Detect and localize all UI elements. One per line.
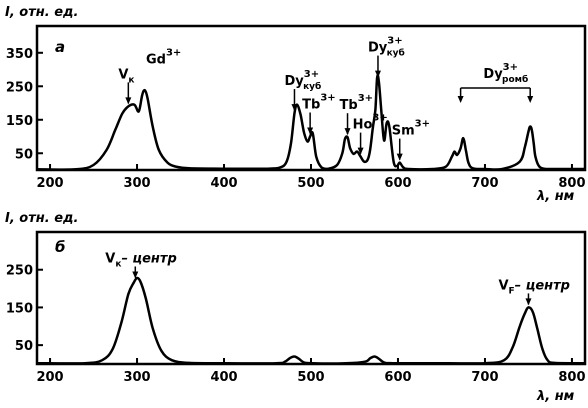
panel-a-x-tick-label: 200 xyxy=(36,176,63,191)
panel-a-y-tick-label: 250 xyxy=(6,80,33,95)
panel-b-x-tick-label: 700 xyxy=(471,370,498,385)
panel-a-y-tick-label: 350 xyxy=(6,47,33,62)
panel-a-peak-label: Ho3+ xyxy=(353,113,388,133)
panel-b-x-tick-label: 300 xyxy=(123,370,150,385)
panel-a-xlabel: λ, нм xyxy=(536,189,575,204)
panel-b-y-tick-label: 50 xyxy=(15,339,33,354)
bracket-right-arrow xyxy=(527,96,534,103)
arrow-head xyxy=(525,298,532,306)
panel-b-chart: I, отн. ед. б 50 150 250 200 300 400 500 600 70… xyxy=(5,211,587,404)
panel-a-peak-label: Sm3+ xyxy=(392,119,430,139)
panel-a-x-tick-label: 300 xyxy=(123,176,150,191)
panel-a-x-ticks: 200 300 400 500 600 700 800 xyxy=(36,164,586,191)
panel-b-x-tick-label: 400 xyxy=(210,370,237,385)
panel-a-chart: I, отн. ед. а 50 150 250 350 200 300 400 500 60… xyxy=(5,5,587,204)
arrow-head xyxy=(396,153,403,161)
panel-a-x-tick-label: 800 xyxy=(558,176,585,191)
panel-b-ylabel: I, отн. ед. xyxy=(5,211,78,226)
arrow-head xyxy=(344,128,351,136)
panel-a-peak-label: Dy3+ куб xyxy=(284,69,321,92)
panel-a-spectrum-line xyxy=(36,74,586,171)
panel-b-xlabel: λ, нм xyxy=(536,389,575,404)
bracket-left-arrow xyxy=(457,96,464,103)
panel-a-y-ticks: 50 150 250 350 xyxy=(6,47,43,162)
panel-b-x-tick-label: 600 xyxy=(384,370,411,385)
panel-a-peak-label: Tb3+ xyxy=(340,93,374,113)
panel-a-label: а xyxy=(55,38,65,56)
arrow-head xyxy=(291,104,298,112)
panel-b-x-tick-label: 500 xyxy=(297,370,324,385)
panel-a-peak-label: Dy3+ куб xyxy=(368,36,405,59)
panel-b-y-tick-label: 150 xyxy=(6,301,33,316)
panel-b-annotations: Vк– центр VF– центр xyxy=(105,251,570,306)
panel-b-peak-label: Vк– центр xyxy=(105,251,176,269)
panel-a-peak-label: Dy3+ ромб xyxy=(483,62,528,85)
panel-a-peak-label: Tb3+ xyxy=(302,93,336,113)
panel-a-x-tick-label: 400 xyxy=(210,176,237,191)
panel-b-x-tick-label: 800 xyxy=(558,370,585,385)
panel-a-x-tick-label: 700 xyxy=(471,176,498,191)
arrow-head xyxy=(125,97,132,105)
arrow-head xyxy=(357,147,364,155)
arrow-head xyxy=(307,127,314,135)
panel-b-x-tick-label: 200 xyxy=(36,370,63,385)
panel-b-label: б xyxy=(55,238,65,256)
panel-a-x-tick-label: 500 xyxy=(297,176,324,191)
panel-a-peak-label: Gd3+ xyxy=(146,48,181,68)
panel-b-spectrum-line xyxy=(36,276,586,365)
arrow-head xyxy=(374,70,381,78)
panel-a-y-tick-label: 50 xyxy=(15,147,33,162)
panel-a-x-tick-label: 600 xyxy=(384,176,411,191)
panel-b-peak-label: VF– центр xyxy=(498,278,570,296)
panel-b-frame xyxy=(35,230,587,366)
panel-b-y-ticks: 50 150 250 xyxy=(6,264,43,354)
panel-a-peak-label: Vк xyxy=(118,67,134,85)
panel-b-y-tick-label: 250 xyxy=(6,264,33,279)
panel-a-y-tick-label: 150 xyxy=(6,114,33,129)
panel-a-ylabel: I, отн. ед. xyxy=(5,5,78,20)
arrow-head xyxy=(132,271,139,279)
